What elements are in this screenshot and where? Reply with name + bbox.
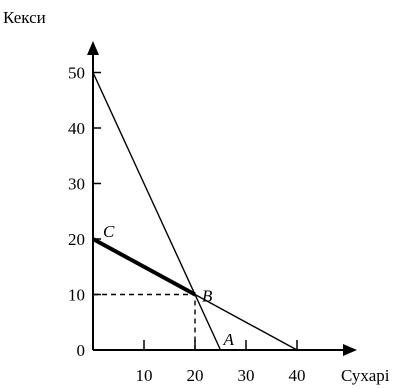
x-tick-label-20: 20	[187, 366, 204, 385]
y-tick-label-40: 40	[68, 119, 85, 138]
series-layer	[92, 72, 298, 351]
point-label-C: C	[103, 222, 115, 241]
y-tick-label-0: 0	[77, 341, 86, 360]
point-label-B: B	[202, 287, 213, 306]
x-axis-label: Сухарі	[341, 366, 390, 385]
y-tick-label-20: 20	[68, 230, 85, 249]
labels-layer: C B A	[103, 222, 235, 349]
x-tick-label-40: 40	[289, 366, 306, 385]
series-line-thick-2	[92, 237, 196, 297]
y-axis-arrow	[87, 41, 99, 55]
y-tick-label-50: 50	[68, 64, 85, 83]
axes-layer	[87, 41, 357, 356]
y-axis-label: Кекси	[3, 8, 46, 27]
series-line-dashed-3	[93, 293, 196, 350]
ticks-layer: 0 10 20 30 40 50 10 20 30 40	[68, 64, 306, 386]
series-line-thin-0	[92, 72, 222, 351]
point-label-A: A	[223, 330, 235, 349]
y-tick-label-30: 30	[68, 175, 85, 194]
x-axis-arrow	[343, 344, 357, 356]
x-tick-label-30: 30	[238, 366, 255, 385]
y-tick-label-10: 10	[68, 286, 85, 305]
x-tick-label-10: 10	[136, 366, 153, 385]
